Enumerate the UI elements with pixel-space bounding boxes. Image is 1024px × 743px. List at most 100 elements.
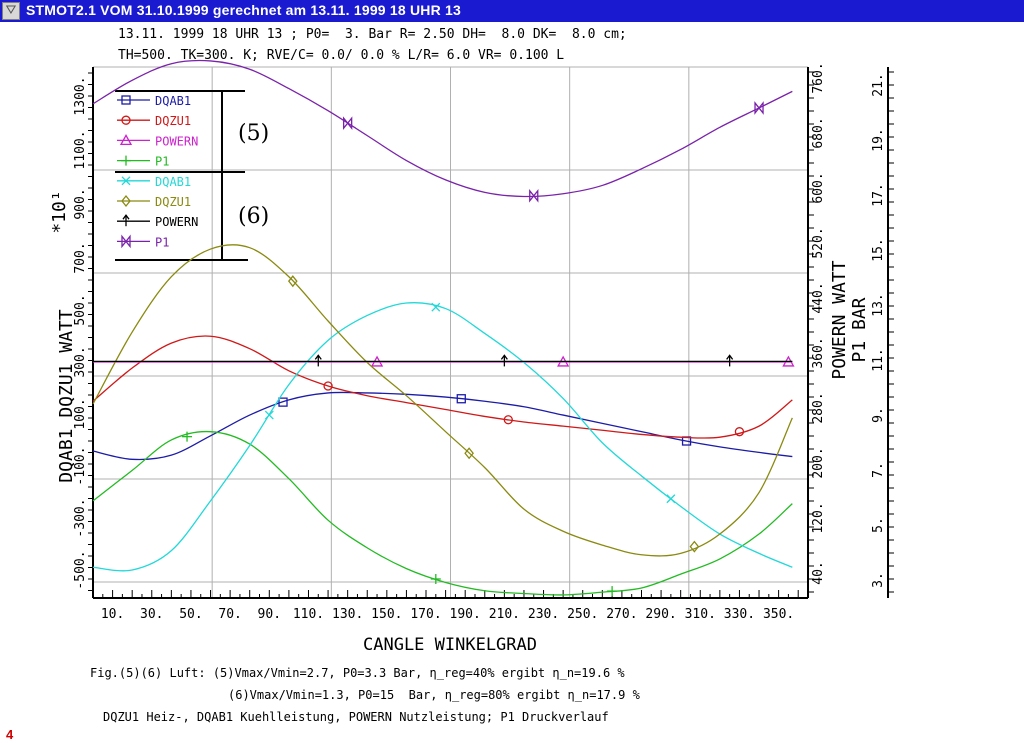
series-marker-dqab1 (278, 397, 288, 407)
right-1-tick-label: 760. (811, 62, 826, 93)
right-2-tick-label: 13. (871, 293, 886, 316)
right-axis-2-title: P1 BAR (849, 297, 870, 362)
page-mark: 4 (6, 727, 14, 742)
right-2-tick-label: 11. (871, 348, 886, 371)
right-2-tick-label: 3. (871, 572, 886, 588)
right-2-tick-label: 7. (871, 462, 886, 478)
series-marker-p1 (182, 431, 193, 442)
legend-label: DQAB1 (155, 94, 191, 108)
x-tick-label: 210. (489, 607, 520, 622)
x-tick-label: 170. (410, 607, 441, 622)
legend-marker (122, 214, 130, 227)
series-marker-dqzu1 (689, 540, 700, 553)
legend-marker (121, 234, 131, 249)
series-line-dqzu1-5 (92, 335, 793, 439)
series-marker-powern (314, 354, 322, 367)
x-tick-label: 50. (179, 607, 202, 622)
series-marker-dqab1 (264, 410, 274, 420)
left-tick-label: -100. (73, 446, 88, 485)
right-1-tick-label: 520. (811, 227, 826, 258)
series-marker-dqzu1 (464, 447, 474, 460)
caption-line-1: Fig.(5)(6) Luft: (5)Vmax/Vmin=2.7, P0=3.… (90, 666, 625, 680)
right-1-tick-label: 600. (811, 172, 826, 203)
series-marker-p1 (343, 116, 353, 131)
legend-label: DQZU1 (155, 114, 191, 128)
header-line-1: 13.11. 1999 18 UHR 13 ; P0= 3. Bar R= 2.… (118, 27, 627, 42)
x-tick-label: 190. (450, 607, 481, 622)
left-axis-scale: *10¹ (49, 190, 70, 233)
left-axis-title: DQAB1 DQZU1 WATT (56, 309, 77, 483)
series-marker-dqab1 (431, 302, 441, 312)
right-2-tick-label: 5. (871, 517, 886, 533)
series-marker-dqzu1 (287, 275, 298, 288)
x-axis-title: CANGLE WINKELGRAD (363, 635, 537, 655)
x-tick-label: 350. (763, 607, 794, 622)
series-marker-p1 (430, 573, 441, 584)
right-1-tick-label: 680. (811, 117, 826, 148)
legend-label: P1 (155, 235, 169, 249)
right-2-tick-label: 15. (871, 238, 886, 261)
right-1-tick-label: 440. (811, 282, 826, 313)
legend-label: DQZU1 (155, 195, 191, 209)
right-2-tick-label: 19. (871, 128, 886, 151)
series-marker-dqzu1 (503, 415, 513, 425)
window-title: STMOT2.1 VOM 31.10.1999 gerechnet am 13.… (26, 2, 461, 18)
left-tick-label: -300. (73, 498, 88, 537)
legend-marker (121, 194, 131, 208)
x-tick-label: 130. (332, 607, 363, 622)
x-tick-label: 110. (293, 607, 324, 622)
legend-label: POWERN (155, 134, 198, 148)
header-line-2: TH=500. TK=300. K; RVE/C= 0.0/ 0.0 % L/R… (118, 48, 565, 63)
left-tick-label: -500. (73, 550, 88, 589)
x-tick-label: 10. (101, 607, 124, 622)
legend-label: DQAB1 (155, 175, 191, 189)
x-tick-label: 70. (218, 607, 241, 622)
legend-marker (121, 176, 131, 186)
x-tick-label: 290. (645, 607, 676, 622)
x-tick-label: 330. (724, 607, 755, 622)
right-1-tick-label: 40. (811, 561, 826, 584)
legend-group-label: (5) (238, 121, 269, 146)
series-marker-powern (726, 354, 734, 367)
left-tick-label: 900. (73, 188, 88, 219)
caption-line-3: DQZU1 Heiz-, DQAB1 Kuehlleistung, POWERN… (103, 710, 609, 724)
legend-marker (121, 95, 131, 105)
right-1-tick-label: 120. (811, 502, 826, 533)
x-tick-label: 150. (371, 607, 402, 622)
left-tick-label: 500. (73, 294, 88, 325)
right-1-tick-label: 200. (811, 447, 826, 478)
legend-group-label: (6) (238, 204, 269, 229)
caption-line-2: (6)Vmax/Vmin=1.3, P0=15 Bar, η_reg=80% e… (228, 688, 640, 702)
series-marker-dqab1 (456, 394, 466, 404)
right-1-tick-label: 280. (811, 392, 826, 423)
series-marker-dqzu1 (734, 427, 745, 437)
left-tick-label: 1300. (73, 76, 88, 115)
series-marker-powern (500, 354, 508, 367)
legend-marker (121, 115, 131, 125)
right-1-tick-label: 360. (811, 337, 826, 368)
left-tick-label: 300. (73, 346, 88, 377)
x-tick-label: 310. (685, 607, 716, 622)
x-tick-label: 270. (606, 607, 637, 622)
right-axis-1-title: POWERN WATT (829, 260, 850, 379)
chart: 10. 30. 50. 70. 90. 110. 130. 150. 170. 190. 210. 2… (49, 59, 894, 655)
series-line-p1-6 (92, 59, 793, 198)
window-menu-icon[interactable]: ⛛ (2, 2, 20, 20)
right-2-tick-label: 9. (871, 407, 886, 423)
series-line-dqzu1-6 (92, 244, 793, 557)
series-line-p1-5 (92, 430, 793, 596)
right-2-tick-label: 21. (871, 73, 886, 96)
series-marker-dqab1 (666, 494, 676, 504)
x-tick-label: 250. (567, 607, 598, 622)
series-marker-p1 (754, 101, 764, 115)
series-line-dqab1-5 (92, 391, 793, 461)
x-tick-label: 230. (528, 607, 559, 622)
left-tick-label: 1100. (73, 130, 88, 169)
legend-marker (121, 155, 131, 166)
left-tick-label: 100. (73, 398, 88, 429)
legend-marker (119, 134, 133, 146)
title-bar: ⛛ STMOT2.1 VOM 31.10.1999 gerechnet am 1… (0, 0, 1024, 22)
series-marker-p1 (607, 586, 618, 597)
right-2-tick-label: 17. (871, 183, 886, 206)
series-line-dqab1-6 (92, 302, 793, 572)
